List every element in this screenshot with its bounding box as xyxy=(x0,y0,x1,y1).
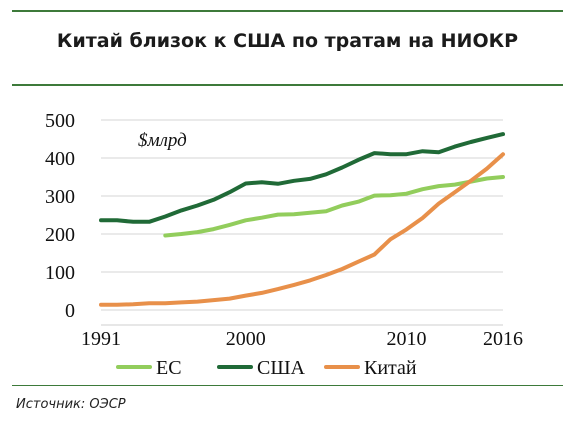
legend-label: Китай xyxy=(364,357,417,379)
y-axis-labels: 0 100 200 300 400 500 xyxy=(45,110,75,322)
series-line xyxy=(163,175,505,238)
y-tick-label: 200 xyxy=(45,224,75,246)
y-tick-label: 500 xyxy=(45,110,75,132)
x-tick-label: 1991 xyxy=(81,328,121,350)
legend-label: ЕС xyxy=(156,357,182,379)
x-tick-label: 2016 xyxy=(483,328,523,350)
y-tick-label: 0 xyxy=(65,300,75,322)
unit-label: $млрд xyxy=(138,130,187,151)
legend: ЕС США Китай xyxy=(116,357,417,379)
top-divider xyxy=(12,10,563,12)
series-line xyxy=(99,152,505,307)
series-line xyxy=(99,132,505,224)
y-tick-label: 300 xyxy=(45,186,75,208)
bottom-divider xyxy=(12,385,563,386)
y-tick-label: 400 xyxy=(45,148,75,170)
series-lines xyxy=(99,132,505,307)
x-axis-labels: 1991 2000 2010 2016 xyxy=(81,328,523,350)
x-tick-label: 2010 xyxy=(387,328,427,350)
title-divider xyxy=(12,84,563,86)
chart-title: Китай близок к США по тратам на НИОКР xyxy=(56,30,519,52)
x-tick-label: 2000 xyxy=(226,328,266,350)
legend-label: США xyxy=(257,357,306,379)
source-note: Источник: ОЭСР xyxy=(16,397,126,412)
y-tick-label: 100 xyxy=(45,262,75,284)
